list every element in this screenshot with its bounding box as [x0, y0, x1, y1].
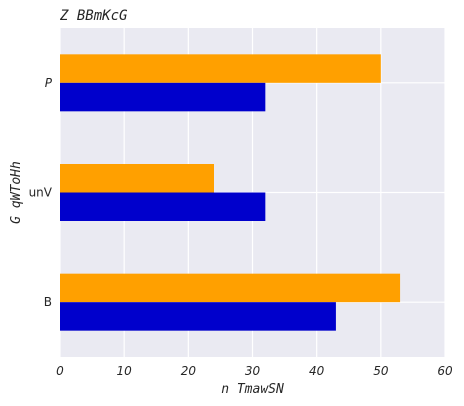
x-tick-label: 40 [309, 364, 325, 378]
bar [60, 164, 214, 193]
y-tick-label: B [44, 295, 52, 309]
y-tick-label: unV [29, 186, 53, 200]
bar [60, 82, 266, 112]
x-tick-label: 20 [181, 364, 197, 378]
y-axis-label: G qWToHh [9, 161, 24, 224]
x-tick-label: 0 [56, 364, 64, 378]
x-tick-label: 50 [373, 364, 389, 378]
chart-title: Z BBmKcG [59, 8, 128, 24]
bar [60, 302, 336, 331]
bar [60, 192, 266, 221]
x-tick-label: 60 [437, 364, 453, 378]
x-tick-label: 30 [245, 364, 261, 378]
bars [60, 54, 401, 331]
y-tick-label: P [45, 76, 53, 90]
bar [60, 273, 401, 303]
bar [60, 54, 381, 83]
x-axis-label: n TmawSN [221, 382, 284, 397]
x-tick-label: 10 [117, 364, 133, 378]
x-tick-labels: 0 10 20 30 40 50 60 [56, 364, 453, 378]
